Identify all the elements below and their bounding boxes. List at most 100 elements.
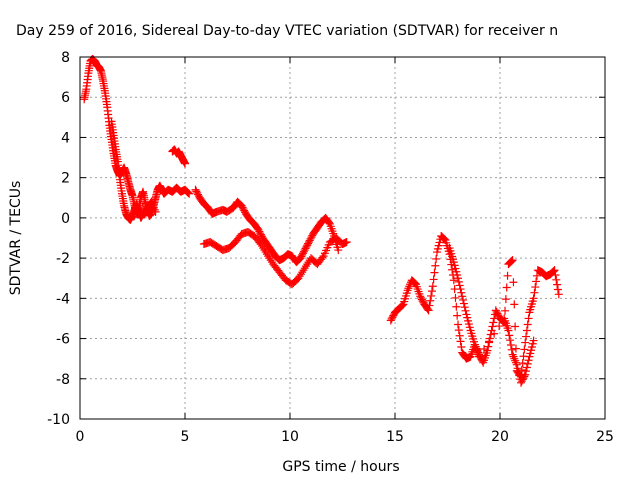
data-point [513, 364, 522, 373]
data-point [397, 301, 406, 310]
data-point [485, 337, 494, 346]
data-point [532, 271, 541, 280]
data-point [459, 299, 468, 308]
data-point [550, 266, 559, 275]
x-tick-label: 5 [181, 429, 190, 445]
data-point [495, 322, 504, 331]
data-point [509, 352, 518, 361]
data-point [510, 354, 519, 363]
data-point [529, 336, 538, 345]
data-point [260, 246, 269, 255]
data-point [325, 218, 334, 227]
y-tick-label: -6 [56, 332, 70, 348]
data-point [553, 280, 562, 289]
data-point [318, 253, 327, 262]
data-point [151, 207, 160, 216]
data-point [296, 270, 305, 279]
chart-title: Day 259 of 2016, Sidereal Day-to-day VTE… [16, 23, 558, 39]
data-point [183, 188, 192, 197]
data-point [490, 329, 499, 338]
data-point [427, 287, 436, 296]
data-point [530, 288, 539, 297]
data-point [458, 292, 467, 301]
data-point [511, 356, 520, 365]
data-point [532, 277, 541, 286]
data-point [512, 360, 521, 369]
grid-lines [80, 57, 605, 419]
data-point [521, 370, 530, 379]
data-point [523, 359, 532, 368]
data-point [460, 303, 469, 312]
y-tick-label: 0 [61, 211, 70, 227]
tick-labels: 0 5 10 15 20 25 -10 -8 -6 -4 -2 0 2 4 6 8 [47, 50, 614, 445]
data-point [523, 320, 532, 329]
data-point [404, 284, 413, 293]
data-point [147, 197, 156, 206]
data-point [440, 235, 449, 244]
data-point [294, 274, 303, 283]
data-point [454, 274, 462, 283]
data-point [448, 265, 457, 274]
data-point [489, 318, 498, 327]
data-point [488, 322, 497, 331]
data-point [501, 306, 510, 315]
data-point [459, 295, 468, 304]
data-point [262, 250, 271, 259]
x-tick-label: 0 [76, 429, 85, 445]
x-tick-label: 15 [386, 429, 404, 445]
data-point [149, 203, 158, 212]
data-point [427, 291, 436, 300]
data-point [455, 281, 464, 290]
data-point [508, 256, 517, 265]
data-point [403, 286, 412, 295]
data-point [511, 322, 520, 331]
data-point [454, 320, 462, 329]
data-point [455, 331, 464, 340]
axis-ticks [79, 56, 606, 420]
series-2 [168, 145, 189, 168]
data-point [456, 337, 465, 346]
data-point [299, 266, 308, 275]
data-point [457, 343, 466, 352]
x-axis-label: GPS time / hours [282, 459, 399, 475]
data-point [405, 282, 414, 291]
series-6 [445, 244, 538, 387]
series-5 [386, 231, 563, 381]
data-point [300, 264, 309, 273]
data-point [508, 350, 517, 359]
data-point [261, 248, 270, 257]
data-point [554, 290, 563, 299]
data-point [507, 345, 516, 354]
data-point [185, 189, 194, 198]
data-point [505, 331, 514, 340]
data-point [424, 306, 433, 315]
data-point [264, 252, 273, 261]
series-4 [199, 227, 351, 289]
data-point [506, 257, 515, 266]
data-point [150, 205, 159, 214]
data-point [461, 306, 470, 315]
data-point [524, 356, 533, 365]
data-point [431, 261, 440, 270]
y-tick-label: 6 [61, 90, 70, 106]
data-point [257, 242, 266, 251]
data-point [511, 344, 520, 353]
data-point [502, 283, 511, 292]
data-point [451, 293, 460, 302]
data-point [486, 330, 495, 339]
series-1 [107, 117, 160, 224]
data-point [429, 275, 438, 284]
data-point [551, 271, 560, 280]
data-point [457, 288, 466, 297]
data-point [266, 256, 275, 265]
data-point [549, 266, 558, 275]
data-point [295, 272, 304, 281]
data-point [484, 342, 493, 351]
data-point [531, 283, 540, 292]
data-point [517, 365, 526, 374]
data-point [449, 276, 458, 285]
data-point [521, 338, 530, 347]
data-point [524, 314, 533, 323]
data-point [511, 358, 520, 367]
